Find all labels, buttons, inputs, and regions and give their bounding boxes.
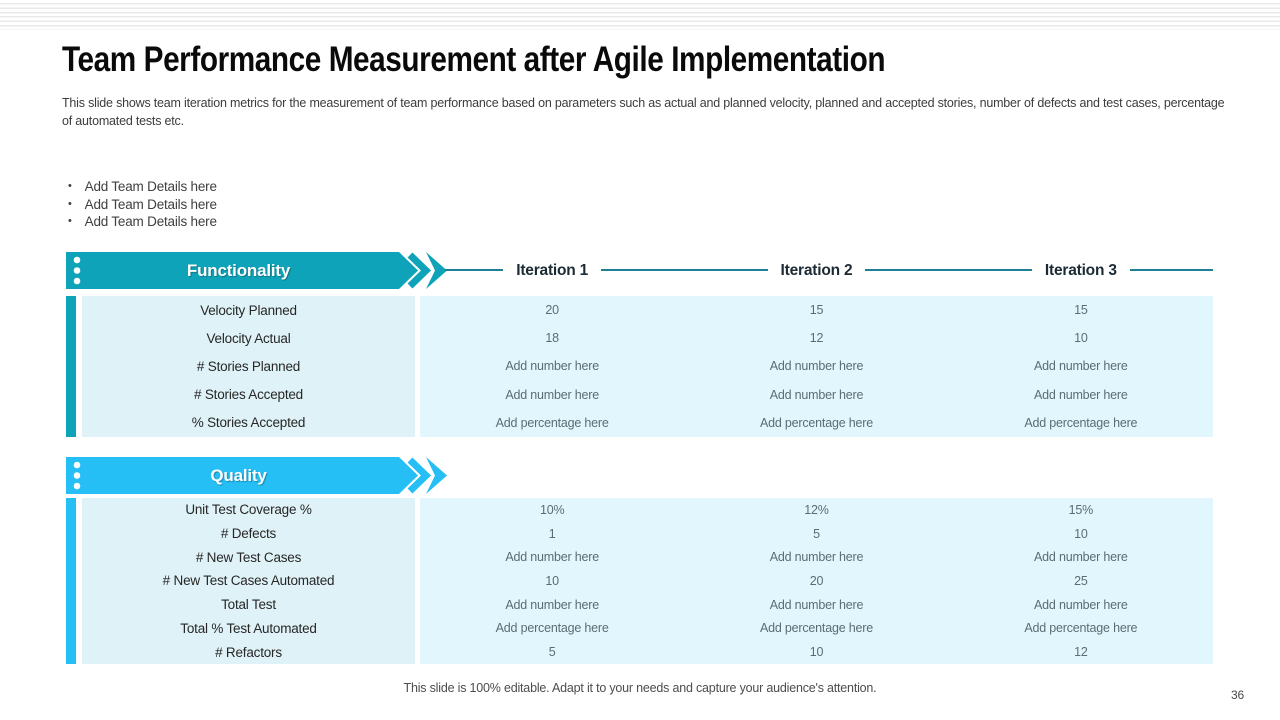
bullet-icon: • [68,180,72,192]
quality-value-cell: 15% [1068,502,1094,517]
decorative-stripes [0,3,1280,30]
iteration-1-label: Iteration 1 [503,261,602,280]
functionality-value-cell: 15 [809,303,824,318]
quality-value-cell: 25 [1074,573,1088,588]
quality-row-label: Total Test [221,597,276,613]
functionality-value-placeholder[interactable]: Add number here [1034,359,1128,374]
functionality-value-placeholder[interactable]: Add percentage here [760,415,873,430]
quality-row-label: # Defects [220,526,277,542]
page-number: 36 [1231,688,1244,702]
functionality-value-placeholder[interactable]: Add number here [505,359,599,374]
bullet-icon: • [68,215,72,227]
functionality-value-placeholder[interactable]: Add number here [505,387,599,402]
iteration-3-column-header: Iteration 3 [949,252,1213,289]
functionality-row-label: Velocity Planned [200,302,297,318]
quality-value-cell: 5 [813,526,820,541]
functionality-value-cell: 18 [545,331,559,346]
quality-row-label: # New Test Cases [195,549,302,565]
list-item[interactable]: • Add Team Details here [68,178,217,196]
team-details-list: • Add Team Details here • Add Team Detai… [68,178,217,231]
functionality-row-label: # Stories Accepted [194,387,303,403]
quality-value-placeholder[interactable]: Add number here [769,550,864,565]
team-detail-placeholder: Add Team Details here [84,179,217,194]
bullet-icon: • [68,197,72,210]
functionality-row-label: Velocity Actual [206,330,291,346]
quality-row-label: Total % Test Automated [180,620,317,636]
quality-label-column: Unit Test Coverage % # Defects # New Test … [82,498,415,664]
iteration-header-row: Iteration 1 Iteration 2 Iteration 3 [420,252,1213,289]
quality-value-placeholder[interactable]: Add percentage here [1024,621,1138,636]
quality-value-cell: 1 [548,526,556,541]
functionality-value-cell: 20 [545,303,559,318]
functionality-value-placeholder[interactable]: Add number here [769,387,864,402]
list-item[interactable]: • Add Team Details here [68,213,217,231]
team-detail-placeholder: Add Team Details here [84,196,217,212]
quality-value-cell: 20 [809,573,824,588]
functionality-value-placeholder[interactable]: Add number here [769,359,864,374]
functionality-table: Velocity Planned Velocity Actual # Stories… [66,296,1213,437]
arrow-banner-shape [66,457,447,494]
functionality-label-column: Velocity Planned Velocity Actual # Stories… [82,296,415,437]
quality-value-cell: 10% [539,502,565,517]
functionality-value-cell: 12 [809,331,824,346]
functionality-value-cell: 10 [1074,331,1088,346]
quality-value-cell: 12% [804,502,829,517]
quality-value-placeholder[interactable]: Add percentage here [760,621,873,636]
functionality-value-cell: 15 [1074,303,1088,318]
functionality-header-band: Functionality [66,252,466,289]
team-detail-placeholder: Add Team Details here [84,214,217,229]
footer-note: This slide is 100% editable. Adapt it to… [403,681,877,695]
quality-value-placeholder[interactable]: Add number here [1034,550,1128,565]
functionality-value-placeholder[interactable]: Add percentage here [1024,415,1138,430]
accent-bar [66,498,76,664]
functionality-value-placeholder[interactable]: Add number here [1034,387,1128,402]
quality-header-band: Quality [66,457,466,494]
quality-value-cell: 10 [809,645,824,660]
quality-value-cell: 10 [545,573,559,588]
functionality-row-label: % Stories Accepted [191,415,306,431]
quality-row-label: # Refactors [215,644,282,660]
quality-value-placeholder[interactable]: Add number here [769,597,864,612]
quality-value-cell: 10 [1074,526,1088,541]
functionality-row-label: # Stories Planned [196,358,301,374]
arrow-banner-shape [66,252,447,289]
iteration-3-label: Iteration 3 [1031,261,1130,280]
iteration-2-column-header: Iteration 2 [684,252,948,289]
quality-table: Unit Test Coverage % # Defects # New Test … [66,498,1213,664]
quality-row-label: Unit Test Coverage % [185,502,312,518]
quality-value-cell: 5 [548,645,556,660]
iteration-1-column-header: Iteration 1 [420,252,684,289]
quality-value-placeholder[interactable]: Add number here [1034,597,1128,612]
quality-value-placeholder[interactable]: Add number here [505,597,599,612]
list-item[interactable]: • Add Team Details here [68,196,217,214]
quality-row-label: # New Test Cases Automated [162,573,335,589]
functionality-values-grid: 20 15 15 18 12 10 Add number here Add number he… [420,296,1213,437]
quality-heading: Quality [210,466,267,485]
slide-description: This slide shows team iteration metrics … [62,96,1225,129]
accent-bar [66,296,76,437]
quality-value-placeholder[interactable]: Add percentage here [495,621,609,636]
functionality-heading: Functionality [186,261,291,280]
quality-value-placeholder[interactable]: Add number here [505,550,599,565]
functionality-value-placeholder[interactable]: Add percentage here [495,415,609,430]
page-title: Team Performance Measurement after Agile… [62,40,886,79]
iteration-2-label: Iteration 2 [767,261,866,280]
quality-value-cell: 12 [1074,645,1088,660]
quality-values-grid: 10% 12% 15% 1 5 10 Add number here Add number h… [420,498,1213,664]
